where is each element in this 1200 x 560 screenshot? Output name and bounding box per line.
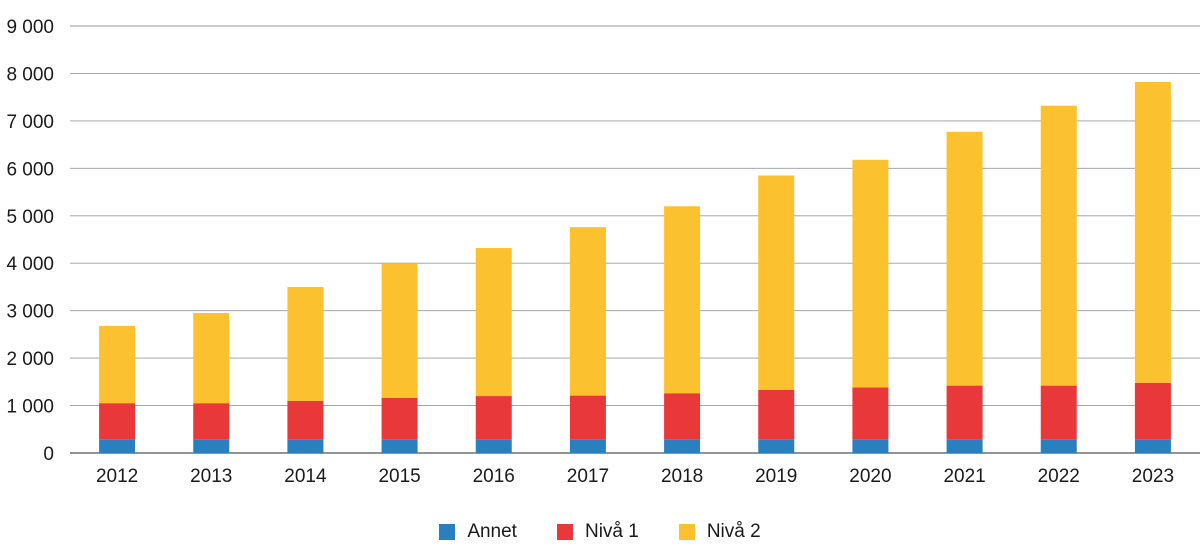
x-tick-label: 2016 <box>473 466 515 487</box>
bar-niv-1-2021 <box>946 385 983 440</box>
y-tick-label: 4 000 <box>6 254 54 275</box>
legend-item-annet: Annet <box>439 521 517 543</box>
y-axis: 0 1 000 2 000 3 000 4 000 5 000 6 000 7 000 8 00… <box>6 17 54 465</box>
x-tick-label: 2020 <box>849 466 891 487</box>
bar-niv-2-2020 <box>852 159 889 388</box>
bar-niv-1-2022 <box>1040 385 1077 440</box>
x-tick-label: 2018 <box>661 466 703 487</box>
legend-label-niva-1: Nivå 1 <box>584 521 639 542</box>
legend-swatch-niva-2 <box>678 524 695 540</box>
x-tick-label: 2012 <box>96 466 138 487</box>
bar-niv-1-2018 <box>664 393 701 440</box>
bar-niv-1-2020 <box>852 387 889 440</box>
bar-annet-2012 <box>99 439 136 453</box>
legend-item-niva-1: Nivå 1 <box>556 521 639 543</box>
bar-annet-2020 <box>852 439 889 453</box>
y-tick-label: 2 000 <box>6 349 54 370</box>
bar-annet-2019 <box>758 439 795 453</box>
bar-annet-2014 <box>287 439 324 453</box>
legend-swatch-niva-1 <box>556 524 573 540</box>
stacked-bar-chart: 0 1 000 2 000 3 000 4 000 5 000 6 000 7 000 8 00… <box>6 17 1200 487</box>
x-tick-label: 2017 <box>567 466 609 487</box>
y-tick-label: 0 <box>43 444 54 465</box>
bar-niv-2-2019 <box>758 175 795 390</box>
bars <box>99 81 1171 453</box>
bar-annet-2022 <box>1040 439 1077 453</box>
x-tick-label: 2015 <box>378 466 420 487</box>
bar-niv-1-2019 <box>758 389 795 440</box>
bar-niv-2-2016 <box>475 248 512 397</box>
bar-niv-2-2015 <box>381 263 418 398</box>
legend-label-niva-2: Nivå 2 <box>706 521 761 542</box>
bar-niv-1-2012 <box>99 403 136 440</box>
bar-annet-2018 <box>664 439 701 453</box>
y-tick-label: 6 000 <box>6 159 54 180</box>
legend-item-niva-2: Nivå 2 <box>678 521 761 543</box>
bar-annet-2016 <box>475 439 512 453</box>
bar-niv-1-2015 <box>381 397 418 440</box>
gridlines <box>70 25 1200 454</box>
y-tick-label: 7 000 <box>6 112 54 133</box>
y-tick-label: 3 000 <box>6 302 54 323</box>
legend-label-annet: Annet <box>467 521 517 542</box>
x-tick-label: 2013 <box>190 466 232 487</box>
bar-annet-2023 <box>1134 439 1171 453</box>
y-tick-label: 8 000 <box>6 64 54 85</box>
bar-niv-2-2018 <box>664 206 701 394</box>
bar-annet-2017 <box>569 439 606 453</box>
bar-niv-2-2013 <box>193 313 230 404</box>
bar-niv-1-2023 <box>1134 382 1171 440</box>
bar-niv-1-2013 <box>193 403 230 440</box>
bar-niv-2-2014 <box>287 286 324 401</box>
bar-annet-2015 <box>381 439 418 453</box>
bar-niv-2-2017 <box>569 227 606 396</box>
y-tick-label: 9 000 <box>6 17 54 38</box>
bar-niv-1-2016 <box>475 396 512 440</box>
bar-niv-2-2021 <box>946 131 983 386</box>
y-tick-label: 5 000 <box>6 207 54 228</box>
x-tick-label: 2014 <box>284 466 327 487</box>
y-tick-label: 1 000 <box>6 397 54 418</box>
x-axis: 2012 2013 2014 2015 2016 2017 2018 2019 2020 2021… <box>96 466 1174 487</box>
x-tick-label: 2022 <box>1038 466 1080 487</box>
legend-swatch-annet <box>439 524 456 540</box>
bar-niv-2-2012 <box>99 325 136 404</box>
bar-annet-2013 <box>193 439 230 453</box>
bar-annet-2021 <box>946 439 983 453</box>
x-tick-label: 2019 <box>755 466 797 487</box>
x-tick-label: 2023 <box>1132 466 1174 487</box>
bar-niv-2-2023 <box>1134 81 1171 383</box>
bar-niv-2-2022 <box>1040 105 1077 386</box>
x-tick-label: 2021 <box>943 466 985 487</box>
legend: Annet Nivå 1 Nivå 2 <box>0 514 1200 550</box>
bar-niv-1-2014 <box>287 400 324 440</box>
bar-niv-1-2017 <box>569 395 606 440</box>
